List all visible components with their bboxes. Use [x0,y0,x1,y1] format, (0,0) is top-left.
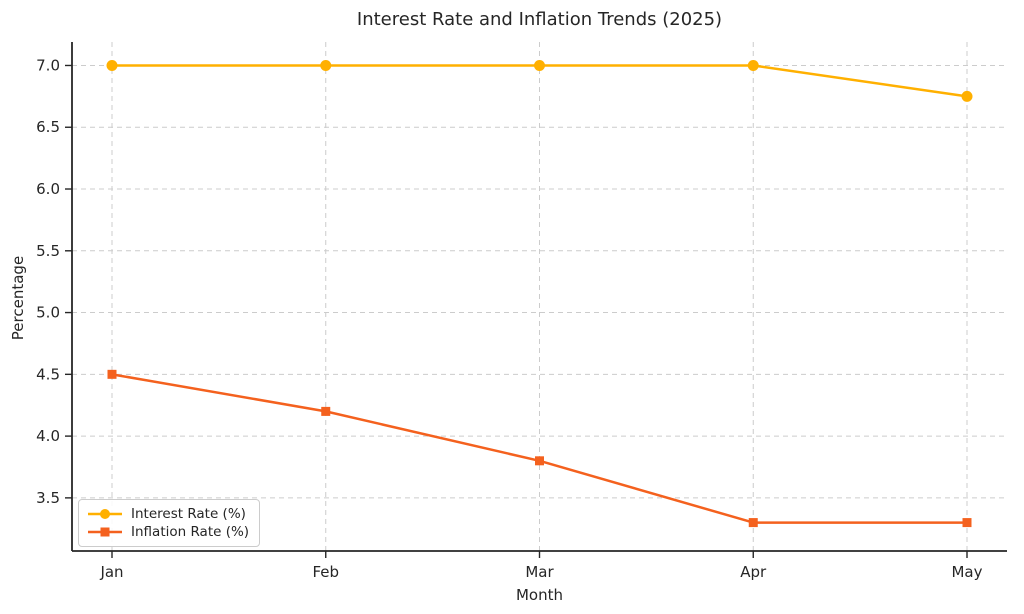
x-tick-label: Jan [99,563,123,581]
data-point-marker [107,369,117,379]
legend-label: Inflation Rate (%) [131,524,250,540]
data-point-marker [747,59,759,71]
data-point-marker [748,518,758,528]
x-tick-label: Mar [525,563,554,581]
data-point-marker [961,90,973,102]
data-point-marker [962,518,972,528]
y-axis-title: Percentage [9,255,27,341]
legend-sample-line-square-icon [88,527,122,537]
x-tick-label: May [951,563,982,581]
x-tick-label: Apr [740,563,767,581]
chart-title: Interest Rate and Inflation Trends (2025… [356,9,723,30]
y-tick-label: 5.0 [36,304,60,322]
legend-row-interest-rate: Interest Rate (%) [87,505,249,523]
data-point-marker [106,59,118,71]
legend-sample-line-circle-icon [88,509,122,519]
legend: Interest Rate (%) Inflation Rate (%) [78,499,261,547]
legend-row-inflation-rate: Inflation Rate (%) [87,523,249,541]
data-point-marker [320,59,332,71]
y-tick-label: 4.5 [36,365,60,383]
data-point-marker [534,59,545,71]
y-tick-label: 4.0 [36,427,60,445]
y-tick-label: 6.0 [36,180,60,198]
y-tick-label: 5.5 [36,242,60,260]
data-point-marker [321,406,331,416]
y-tick-label: 7.0 [36,56,60,74]
legend-label: Interest Rate (%) [131,506,246,522]
y-tick-label: 6.5 [36,118,60,136]
y-tick-label: 3.5 [36,489,60,507]
x-axis-title: Month [515,586,563,604]
x-tick-label: Feb [312,563,339,581]
data-point-marker [535,456,544,466]
